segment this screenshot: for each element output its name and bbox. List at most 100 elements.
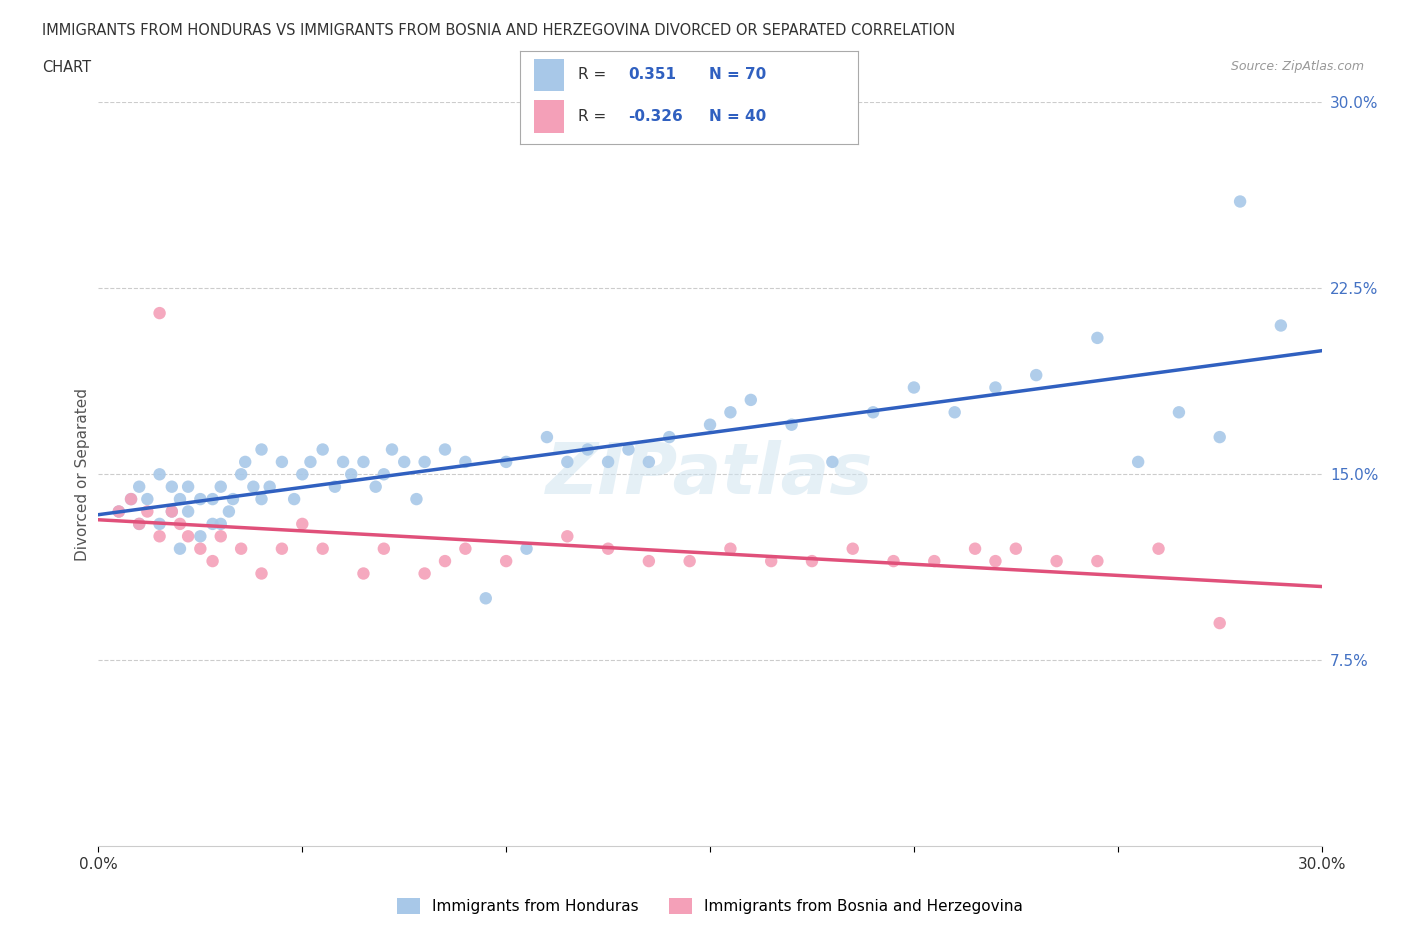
Point <box>149 516 172 531</box>
Point <box>373 541 395 556</box>
Point <box>454 455 477 470</box>
Text: N = 70: N = 70 <box>709 67 766 83</box>
Point <box>250 442 273 457</box>
Point <box>352 455 374 470</box>
Legend: Immigrants from Honduras, Immigrants from Bosnia and Herzegovina: Immigrants from Honduras, Immigrants fro… <box>391 892 1029 921</box>
Point <box>638 553 661 568</box>
Point <box>291 467 314 482</box>
Point <box>209 479 232 494</box>
Point <box>1004 541 1026 556</box>
Point <box>169 541 191 556</box>
Point <box>222 492 245 507</box>
Point <box>291 516 314 531</box>
Point <box>299 455 322 470</box>
Point <box>862 405 884 419</box>
Point <box>188 529 212 544</box>
Point <box>108 504 131 519</box>
Point <box>201 492 224 507</box>
Point <box>780 418 803 432</box>
Point <box>231 541 253 556</box>
Point <box>598 541 620 556</box>
Point <box>340 467 363 482</box>
Text: -0.326: -0.326 <box>628 109 683 125</box>
Point <box>201 553 224 568</box>
Point <box>557 529 579 544</box>
Point <box>270 455 294 470</box>
Point <box>841 541 863 556</box>
Point <box>965 541 987 556</box>
Point <box>761 553 783 568</box>
Point <box>617 442 640 457</box>
Point <box>821 455 844 470</box>
Point <box>250 492 273 507</box>
Point <box>658 430 681 445</box>
Point <box>903 380 925 395</box>
Point <box>1128 455 1150 470</box>
Point <box>188 492 212 507</box>
Point <box>984 380 1007 395</box>
Point <box>413 455 436 470</box>
Point <box>740 392 762 407</box>
Point <box>1045 553 1069 568</box>
Point <box>169 516 191 531</box>
Point <box>1167 405 1189 419</box>
Point <box>576 442 599 457</box>
Point <box>405 492 427 507</box>
Point <box>720 541 742 556</box>
Point <box>922 553 945 568</box>
Point <box>1209 616 1232 631</box>
Point <box>352 566 374 581</box>
Point <box>943 405 966 419</box>
Bar <box>534 100 564 133</box>
Text: Source: ZipAtlas.com: Source: ZipAtlas.com <box>1230 60 1364 73</box>
Point <box>598 455 620 470</box>
Text: R =: R = <box>578 67 606 83</box>
Point <box>128 516 150 531</box>
Point <box>177 504 200 519</box>
Point <box>332 455 354 470</box>
Point <box>231 467 253 482</box>
Point <box>169 492 191 507</box>
Point <box>160 504 183 519</box>
Text: N = 40: N = 40 <box>709 109 766 125</box>
Point <box>177 479 200 494</box>
Point <box>218 504 240 519</box>
Point <box>679 553 702 568</box>
Point <box>128 516 150 531</box>
Point <box>883 553 905 568</box>
Point <box>128 479 150 494</box>
Text: ZIPatlas: ZIPatlas <box>547 440 873 509</box>
Point <box>720 405 742 419</box>
Point <box>699 418 721 432</box>
Point <box>283 492 305 507</box>
Point <box>312 541 335 556</box>
Point <box>373 467 395 482</box>
Point <box>177 529 200 544</box>
Point <box>209 516 232 531</box>
Point <box>1209 430 1232 445</box>
Point <box>149 467 172 482</box>
Point <box>434 553 457 568</box>
Point <box>188 541 212 556</box>
Text: R =: R = <box>578 109 606 125</box>
Point <box>120 492 142 507</box>
Text: CHART: CHART <box>42 60 91 75</box>
Point <box>233 455 256 470</box>
Point <box>312 442 335 457</box>
Text: IMMIGRANTS FROM HONDURAS VS IMMIGRANTS FROM BOSNIA AND HERZEGOVINA DIVORCED OR S: IMMIGRANTS FROM HONDURAS VS IMMIGRANTS F… <box>42 23 956 38</box>
Y-axis label: Divorced or Separated: Divorced or Separated <box>75 388 90 561</box>
Point <box>536 430 558 445</box>
Point <box>120 492 142 507</box>
Point <box>1270 318 1292 333</box>
Point <box>160 479 183 494</box>
Point <box>495 553 517 568</box>
Point <box>495 455 517 470</box>
Point <box>1147 541 1170 556</box>
Point <box>454 541 477 556</box>
Point <box>474 591 498 605</box>
Point <box>413 566 436 581</box>
Point <box>984 553 1007 568</box>
Point <box>381 442 404 457</box>
Point <box>201 516 224 531</box>
Point <box>270 541 294 556</box>
